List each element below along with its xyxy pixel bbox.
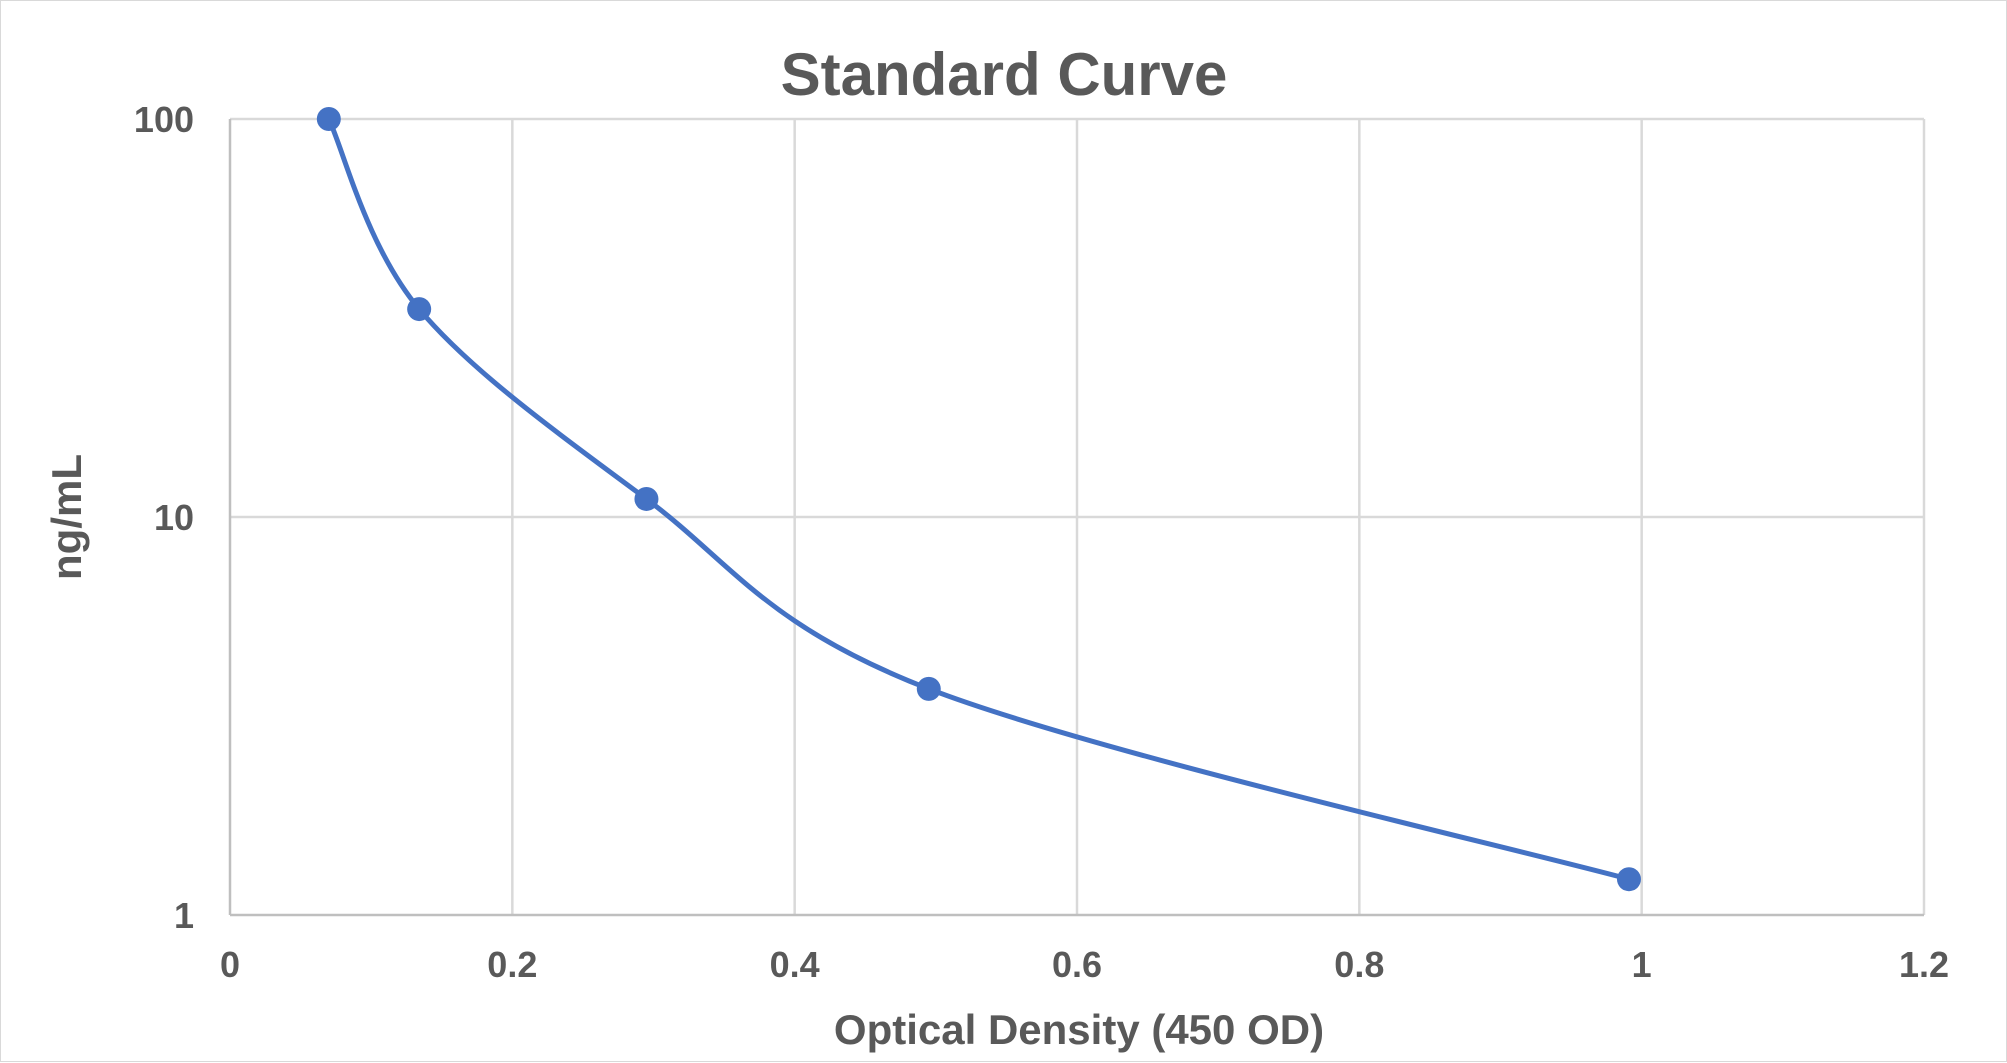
chart-title: Standard Curve xyxy=(781,41,1228,108)
data-point xyxy=(316,107,341,131)
x-tick-label: 0.8 xyxy=(1334,944,1384,985)
y-tick-label: 10 xyxy=(154,497,194,538)
data-point xyxy=(634,486,659,511)
y-axis-title: ng/mL xyxy=(43,454,90,580)
axes xyxy=(228,119,1924,917)
gridlines xyxy=(230,117,1926,915)
y-tick-label: 1 xyxy=(174,895,194,936)
y-tick-label: 100 xyxy=(134,99,194,140)
x-tick-label: 0.6 xyxy=(1052,944,1102,985)
data-point xyxy=(407,297,432,322)
data-point xyxy=(1616,867,1641,892)
x-tick-label: 0.4 xyxy=(770,944,820,985)
data-point xyxy=(916,676,941,701)
x-tick-label: 0.2 xyxy=(487,944,537,985)
x-tick-label: 1 xyxy=(1632,944,1652,985)
series-curve xyxy=(326,117,1630,882)
x-axis-title: Optical Density (450 OD) xyxy=(834,1006,1324,1053)
x-tick-label: 1.2 xyxy=(1899,944,1949,985)
x-tick-label: 0 xyxy=(220,944,240,985)
tick-labels: 0 0.2 0.4 0.6 0.8 1 1.2 1 10 100 xyxy=(134,99,1949,985)
data-points xyxy=(316,107,1641,892)
